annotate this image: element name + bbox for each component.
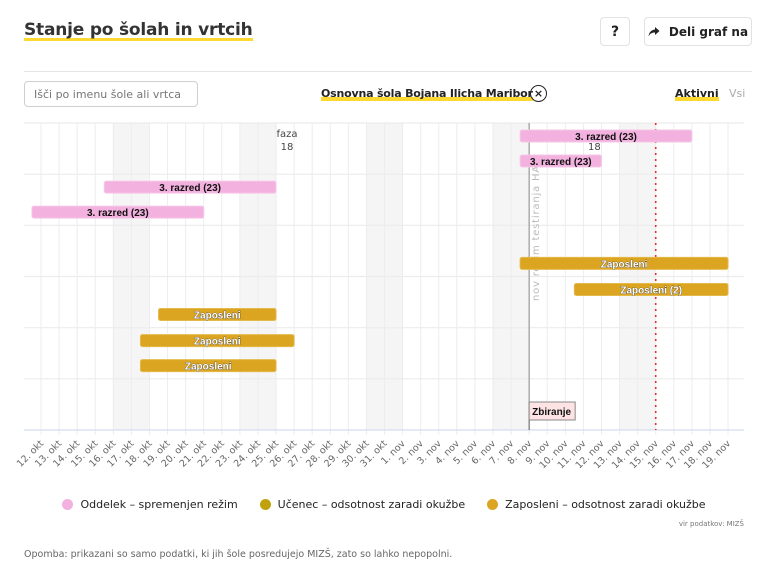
flag-label: Zbiranje bbox=[532, 407, 571, 418]
data-source: vir podatkov: MIZŠ bbox=[678, 520, 744, 528]
legend-label: Zaposleni – odsotnost zaradi okužbe bbox=[505, 498, 706, 511]
legend-dot-ucenec bbox=[259, 499, 271, 510]
phase-label: faza bbox=[277, 129, 298, 140]
filter-active-tab[interactable]: Aktivni bbox=[675, 87, 719, 101]
school-search-input[interactable] bbox=[24, 81, 198, 107]
timeline-bar bbox=[573, 283, 729, 296]
help-button[interactable]: ? bbox=[600, 17, 630, 46]
legend-item-oddelek[interactable]: Oddelek – spremenjen režim bbox=[62, 498, 238, 511]
timeline-bar bbox=[31, 205, 205, 219]
timeline-bar bbox=[519, 154, 602, 168]
filter-all-tab[interactable]: Vsi bbox=[729, 87, 746, 100]
clear-selection-button[interactable]: × bbox=[530, 85, 547, 102]
bar-label: Zaposleni bbox=[601, 259, 648, 270]
bar-label: 3. razred (23) bbox=[159, 183, 221, 194]
close-icon: × bbox=[533, 87, 544, 100]
chart-legend: Oddelek – spremenjen režim Učenec – odso… bbox=[0, 498, 768, 511]
legend-label: Oddelek – spremenjen režim bbox=[80, 498, 238, 511]
bar-label: 3. razred (23) bbox=[575, 132, 637, 143]
timeline-bar bbox=[139, 334, 295, 348]
bar-label: Zaposleni (2) bbox=[620, 286, 682, 297]
page-title: Stanje po šolah in vrtcih bbox=[24, 20, 253, 41]
timeline-bar bbox=[519, 256, 729, 270]
timeline-bar bbox=[519, 129, 693, 143]
legend-label: Učenec – odsotnost zaradi okužbe bbox=[277, 498, 466, 511]
timeline-bar bbox=[158, 308, 277, 321]
timeline-bar bbox=[139, 359, 277, 373]
phase-label: 18 bbox=[281, 142, 294, 153]
bar-label: Zaposleni bbox=[194, 337, 241, 348]
bar-label: Zaposleni bbox=[194, 311, 241, 322]
share-button-label: Deli graf na bbox=[668, 24, 749, 39]
header-divider bbox=[24, 71, 752, 72]
selected-school-name: Osnovna šola Bojana Ilicha Maribor bbox=[321, 87, 533, 101]
legend-item-ucenec[interactable]: Učenec – odsotnost zaradi okužbe bbox=[259, 498, 466, 511]
flag-box bbox=[528, 401, 576, 421]
legend-item-zaposleni[interactable]: Zaposleni – odsotnost zaradi okužbe bbox=[487, 498, 706, 511]
bar-label: 3. razred (23) bbox=[87, 208, 149, 219]
bar-label: Zaposleni bbox=[185, 362, 232, 373]
share-arrow-icon bbox=[648, 26, 660, 36]
share-button[interactable]: Deli graf na bbox=[644, 17, 752, 46]
footnote: Opomba: prikazani so samo podatki, ki ji… bbox=[24, 549, 453, 560]
bar-label: 3. razred (23) bbox=[530, 157, 592, 168]
phase-label: 18 bbox=[588, 142, 601, 153]
legend-dot-oddelek bbox=[62, 499, 74, 510]
regime-change-label: nov režim testiranja HAT bbox=[530, 159, 542, 301]
legend-dot-zaposleni bbox=[487, 499, 499, 510]
timeline-bar bbox=[103, 180, 277, 194]
